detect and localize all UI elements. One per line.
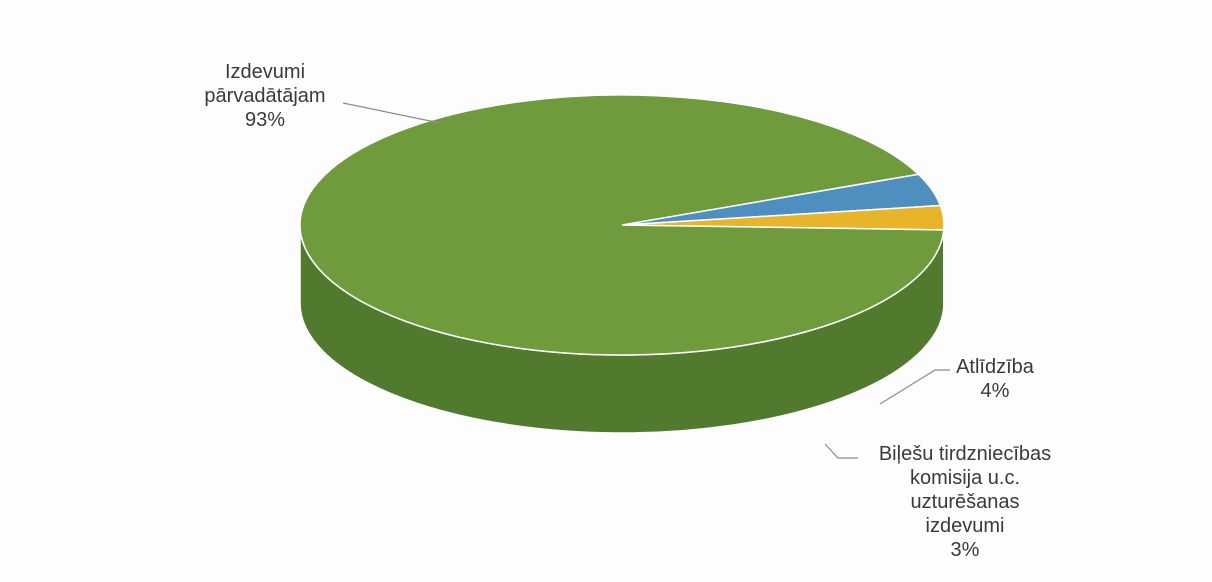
leader-izdevumi — [342, 102, 441, 124]
slice-izdevumi — [299, 94, 945, 356]
leader-atlidziba — [879, 369, 950, 405]
slice-label-izdevumi: Izdevumi pārvadātājam 93% — [204, 61, 326, 131]
slice-label-atlidziba: Atlīdzība 4% — [956, 356, 1034, 402]
slice-label-biletu: Biļešu tirdzniecības komisija u.c. uztur… — [878, 443, 1052, 561]
leader-biletu — [824, 443, 858, 459]
